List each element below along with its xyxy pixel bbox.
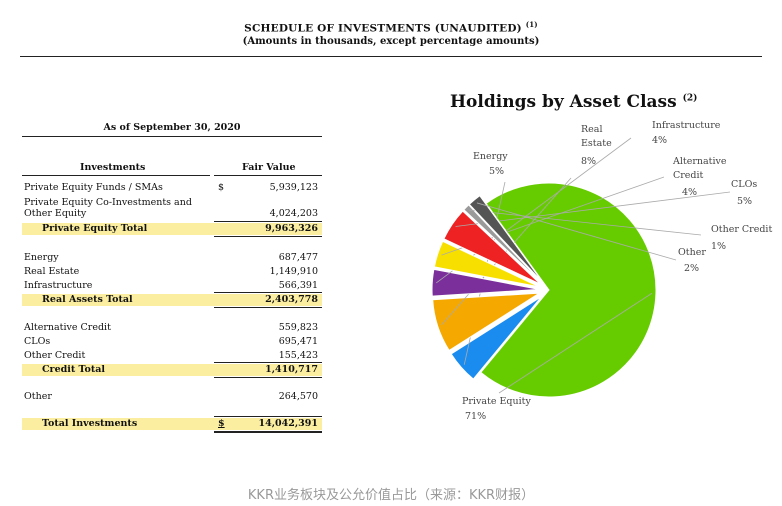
column-divider-left [22,175,210,176]
row-label: Alternative Credit [24,322,111,333]
row-value: 4,024,203 [269,208,318,219]
column-fair-value: Fair Value [242,162,296,173]
as-of-divider [22,136,322,137]
row-value: 5,939,123 [269,182,318,193]
subtotal-rule [214,362,322,363]
row-value: 1,149,910 [269,266,318,277]
schedule-title-text: SCHEDULE OF INVESTMENTS (UNAUDITED) [244,22,522,35]
row-value: 687,477 [278,252,318,263]
total-rule [214,416,322,417]
subtotal-rule [214,221,322,222]
total-row: Total Investments $14,042,391 [22,418,322,430]
subtotal-row: Real Assets Total 2,403,778 [22,294,322,306]
row-value: 559,823 [278,322,318,333]
row-value: 14,042,391 [258,418,319,429]
pie-leader-line [469,209,702,236]
subtotal-rule [214,292,322,293]
chart-title-text: Holdings by Asset Class [450,92,677,112]
row-currency: $ [218,182,225,193]
figure-caption: KKR业务板块及公允价值占比（来源：KKR财报） [247,488,535,503]
row-label: Other Credit [24,350,86,361]
row-value: 9,963,326 [265,223,318,234]
row-label: Private Equity Funds / SMAs [24,182,163,193]
pie-slice-alternative [433,240,540,288]
row-currency: $ [218,418,225,429]
pie-label: Other Credit [711,224,772,235]
row-label: CLOs [24,336,51,347]
pie-slice-energy [450,296,542,380]
pie-label: Private Equity [462,396,531,407]
row-label: Real Assets Total [42,294,133,305]
schedule-subtitle: (Amounts in thousands, except percentage… [242,36,540,47]
row-value: 1,410,717 [265,364,318,375]
pie-label: Energy [473,151,508,162]
row-value: 264,570 [278,391,318,402]
pie-slice-other [468,195,544,283]
total-double-rule [214,431,322,433]
pie-percent: 8% [581,156,596,167]
pie-slice-infrastructure [431,268,540,297]
row-label: Private Equity Total [42,223,148,234]
row-label: Other Equity [24,208,87,219]
pie-percent: 2% [684,263,699,274]
chart-title: Holdings by Asset Class (2) [450,92,697,112]
pie-slice-private-equity [480,182,657,398]
pie-leader-line [476,202,677,261]
column-divider-right [214,175,322,176]
subtotal-rule [214,377,322,378]
row-value: 2,403,778 [265,294,318,305]
row-value: 155,423 [278,350,318,361]
row-label: Credit Total [42,364,106,375]
pie-label: Real [581,124,602,135]
pie-slice-real [432,292,540,352]
subtotal-row: Private Equity Total 9,963,326 [22,223,322,235]
schedule-title-note: (1) [525,20,538,29]
pie-leader-line [455,191,731,227]
row-value: 695,471 [278,336,318,347]
row-label: Infrastructure [24,280,93,291]
row-label: Real Estate [24,266,80,277]
pie-percent: 4% [682,187,697,198]
pie-percent: 1% [711,241,726,252]
schedule-title: SCHEDULE OF INVESTMENTS (UNAUDITED) (1) [0,20,782,35]
pie-percent: 4% [652,135,667,146]
pie-slice-other-credit [463,204,543,284]
pie-slice-clos [443,210,542,285]
pie-label: CLOs [731,179,757,190]
pie-label: Other [678,247,706,258]
row-label: Private Equity Co-Investments and [24,197,192,208]
column-investments: Investments [80,162,146,173]
row-label: Energy [24,252,59,263]
pie-label-line2: Credit [673,170,704,181]
as-of-date: As of September 30, 2020 [103,122,241,133]
pie-percent: 5% [737,196,752,207]
row-label: Other [24,391,52,402]
chart-title-note: (2) [682,93,698,104]
row-label: Total Investments [42,418,138,429]
pie-leader-line [498,292,653,394]
pie-percent: 71% [465,411,486,422]
pie-label: Infrastructure [652,120,721,131]
subtotal-rule [214,307,322,308]
subtotal-rule [214,236,322,237]
pie-percent: 5% [489,166,504,177]
subtotal-row: Credit Total 1,410,717 [22,364,322,376]
row-value: 566,391 [278,280,318,291]
pie-label-line2: Estate [581,138,612,149]
header-divider [20,56,762,57]
pie-label: Alternative [672,156,727,167]
